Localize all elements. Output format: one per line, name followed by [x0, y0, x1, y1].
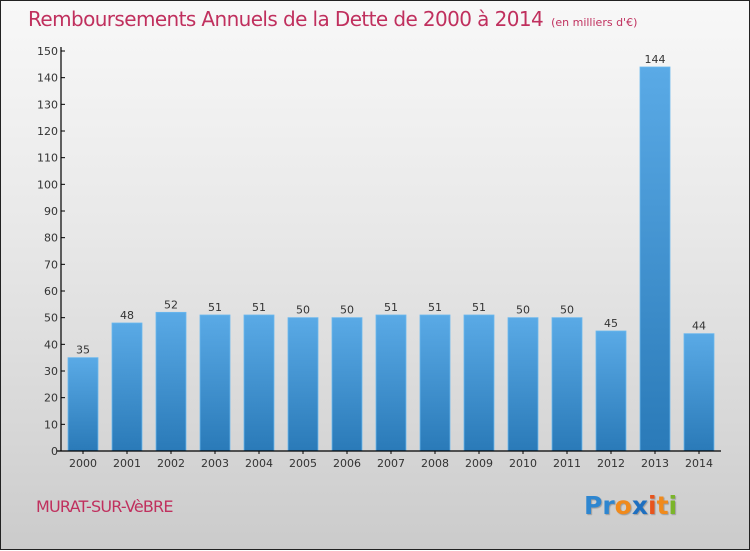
x-tick-label-2007: 2007: [377, 457, 405, 470]
bar-2006: [331, 317, 363, 452]
value-label-2013: 144: [645, 53, 666, 66]
x-tick-label-2009: 2009: [465, 457, 493, 470]
town-name: MURAT-SUR-VèBRE: [36, 497, 174, 516]
bar-2003: [199, 314, 231, 452]
x-tick-label-2012: 2012: [597, 457, 625, 470]
x-tick-label-2008: 2008: [421, 457, 449, 470]
bar-2011: [551, 317, 583, 452]
value-label-2010: 50: [516, 304, 530, 317]
value-label-2011: 50: [560, 304, 574, 317]
y-tick-label-60: 60: [44, 285, 58, 298]
value-label-2002: 52: [164, 298, 178, 311]
axes-group: 2000 2001 2002 2003 2004 2005 2006 2007 2008 2009…: [37, 45, 721, 470]
y-tick-label-10: 10: [44, 418, 58, 431]
bar-2002: [155, 311, 187, 452]
y-tick-label-140: 140: [37, 72, 58, 85]
bar-2014: [683, 333, 715, 452]
chart-unit: (en milliers d'€): [551, 16, 638, 29]
logo-letter: x: [631, 491, 648, 520]
bar-2000: [67, 357, 99, 452]
value-label-2003: 51: [208, 301, 222, 314]
x-tick-label-2010: 2010: [509, 457, 537, 470]
value-label-2005: 50: [296, 304, 310, 317]
value-label-2004: 51: [252, 301, 266, 314]
value-label-2014: 44: [692, 320, 706, 333]
value-label-2009: 51: [472, 301, 486, 314]
y-tick-label-100: 100: [37, 178, 58, 191]
value-label-2001: 48: [120, 309, 134, 322]
bar-2008: [419, 314, 451, 452]
x-tick-label-2000: 2000: [69, 457, 97, 470]
y-tick-label-70: 70: [44, 258, 58, 271]
bar-2010: [507, 317, 539, 452]
y-tick-label-110: 110: [37, 152, 58, 165]
y-tick-label-0: 0: [51, 445, 58, 458]
x-tick-label-2004: 2004: [245, 457, 273, 470]
value-label-2012: 45: [604, 317, 618, 330]
x-tick-label-2014: 2014: [685, 457, 713, 470]
bars-group: 35 48 52 51 51 50 50 51 51 51 50 50 45 144 44: [67, 53, 715, 452]
logo-letter: o: [614, 491, 632, 520]
x-tick-label-2006: 2006: [333, 457, 361, 470]
chart-title-text: Remboursements Annuels de la Dette de 20…: [28, 7, 544, 31]
x-tick-label-2011: 2011: [553, 457, 581, 470]
bar-2001: [111, 322, 143, 452]
logo-letter: r: [602, 491, 615, 520]
logo-letter: t: [656, 491, 669, 520]
logo-letter: i: [668, 491, 678, 520]
x-tick-label-2001: 2001: [113, 457, 141, 470]
value-label-2007: 51: [384, 301, 398, 314]
x-tick-label-2002: 2002: [157, 457, 185, 470]
bar-2012: [595, 330, 627, 452]
value-label-2008: 51: [428, 301, 442, 314]
logo-letter: P: [584, 491, 603, 520]
y-tick-label-130: 130: [37, 98, 58, 111]
bar-2004: [243, 314, 275, 452]
x-tick-label-2003: 2003: [201, 457, 229, 470]
value-label-2000: 35: [76, 344, 90, 357]
x-tick-label-2005: 2005: [289, 457, 317, 470]
y-tick-label-80: 80: [44, 232, 58, 245]
y-tick-label-90: 90: [44, 205, 58, 218]
value-label-2006: 50: [340, 304, 354, 317]
x-tick-label-2013: 2013: [641, 457, 669, 470]
bar-2013: [639, 66, 671, 452]
y-tick-label-40: 40: [44, 338, 58, 351]
y-tick-label-20: 20: [44, 392, 58, 405]
chart-title: Remboursements Annuels de la Dette de 20…: [28, 7, 637, 31]
y-tick-label-150: 150: [37, 45, 58, 58]
bar-2007: [375, 314, 407, 452]
bar-2005: [287, 317, 319, 452]
y-tick-label-50: 50: [44, 312, 58, 325]
proxiti-logo[interactable]: Proxiti: [584, 491, 677, 520]
logo-letter: i: [648, 491, 657, 520]
bar-2009: [463, 314, 495, 452]
y-tick-label-120: 120: [37, 125, 58, 138]
y-tick-label-30: 30: [44, 365, 58, 378]
